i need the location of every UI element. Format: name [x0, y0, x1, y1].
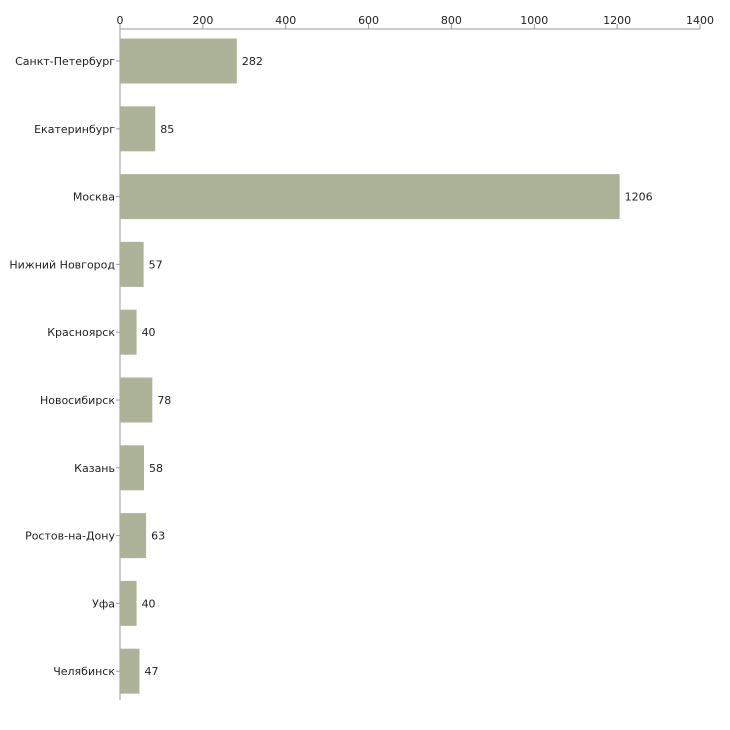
bars-group — [120, 38, 620, 694]
bar[interactable] — [120, 309, 137, 355]
value-labels: 282 85 1206 57 40 78 58 63 40 47 — [142, 55, 653, 678]
bar[interactable] — [120, 38, 237, 84]
category-label: Уфа — [92, 597, 115, 610]
value-label: 58 — [149, 462, 163, 475]
value-label: 282 — [242, 55, 263, 68]
value-label: 85 — [160, 123, 174, 136]
category-label: Екатеринбург — [34, 123, 115, 136]
value-label: 78 — [157, 394, 171, 407]
value-label: 47 — [144, 665, 158, 678]
bar[interactable] — [120, 513, 147, 559]
category-label: Нижний Новгород — [9, 258, 115, 271]
bar[interactable] — [120, 377, 153, 423]
value-label: 57 — [149, 258, 163, 271]
bar[interactable] — [120, 241, 144, 287]
x-tick-label: 800 — [441, 14, 462, 27]
value-label: 63 — [151, 530, 165, 543]
category-label: Москва — [73, 191, 115, 204]
value-label: 40 — [142, 597, 156, 610]
value-label: 40 — [142, 326, 156, 339]
bar[interactable] — [120, 445, 145, 491]
x-tick-label: 600 — [358, 14, 379, 27]
bar[interactable] — [120, 106, 156, 152]
x-tick-label: 0 — [117, 14, 124, 27]
category-label: Ростов-на-Дону — [25, 530, 115, 543]
bar[interactable] — [120, 174, 620, 220]
x-tick-label: 1400 — [686, 14, 714, 27]
category-label: Челябинск — [53, 665, 115, 678]
x-tick-label: 200 — [192, 14, 213, 27]
category-label: Санкт-Петербург — [15, 55, 115, 68]
x-tick-label: 1000 — [520, 14, 548, 27]
bar[interactable] — [120, 580, 137, 626]
x-tick-label: 1200 — [603, 14, 631, 27]
x-tick-label: 400 — [275, 14, 296, 27]
category-label: Красноярск — [47, 326, 115, 339]
bar[interactable] — [120, 648, 140, 694]
category-label: Казань — [74, 462, 115, 475]
category-labels: Санкт-Петербург Екатеринбург Москва Нижний … — [9, 55, 120, 678]
x-axis-ticks: 0 200 400 600 800 1000 1200 1400 — [117, 14, 714, 29]
value-label: 1206 — [625, 191, 653, 204]
category-label: Новосибирск — [40, 394, 115, 407]
